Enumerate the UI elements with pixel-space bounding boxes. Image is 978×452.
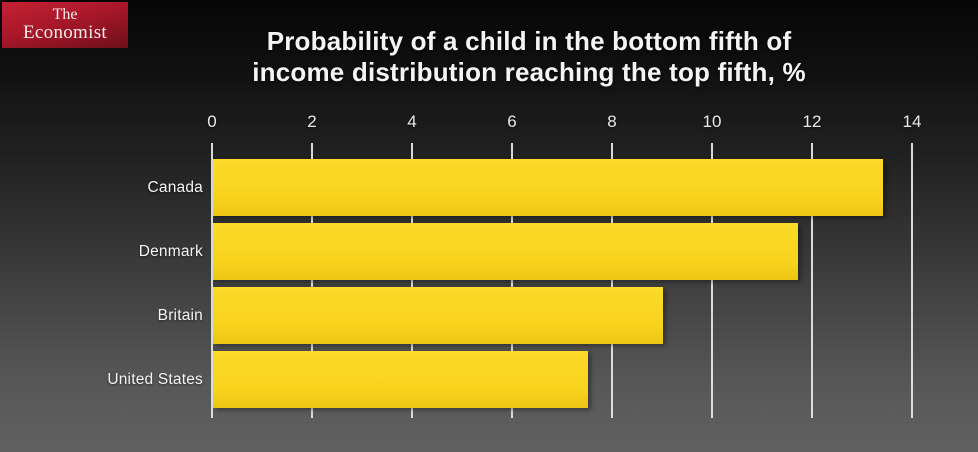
economist-logo: The Economist (2, 2, 128, 48)
chart-title-line-1: Probability of a child in the bottom fif… (266, 26, 792, 56)
category-label-united-states: United States (107, 370, 203, 388)
gridline-6 (511, 143, 513, 418)
axis-tick-label-10: 10 (702, 112, 722, 131)
gridline-2 (311, 143, 313, 418)
gridline-12 (811, 143, 813, 418)
bar-denmark (213, 223, 798, 280)
plot-area: 0 2 4 6 8 10 12 14 (207, 112, 957, 418)
axis-tick-label-14: 14 (902, 112, 922, 131)
bar-canada (213, 159, 883, 216)
axis-tick-label-0: 0 (207, 112, 217, 131)
gridline-0 (211, 143, 213, 418)
chart-title-line-2: income distribution reaching the top fif… (252, 57, 806, 87)
gridline-10 (711, 143, 713, 418)
category-label-britain: Britain (157, 306, 203, 324)
gridline-4 (411, 143, 413, 418)
category-label-canada: Canada (147, 178, 203, 196)
logo-line-2: Economist (23, 22, 107, 44)
category-label-denmark: Denmark (138, 242, 203, 260)
axis-tick-label-2: 2 (307, 112, 317, 131)
axis-tick-label-6: 6 (507, 112, 517, 131)
bar-britain (213, 287, 663, 344)
logo-line-1: The (52, 5, 78, 23)
axis-tick-label-12: 12 (802, 112, 822, 131)
bar-united-states (213, 351, 588, 408)
axis-tick-label-4: 4 (407, 112, 417, 131)
axis-tick-label-8: 8 (607, 112, 617, 131)
gridline-8 (611, 143, 613, 418)
gridline-14 (911, 143, 913, 418)
chart-title: Probability of a child in the bottom fif… (90, 26, 968, 88)
